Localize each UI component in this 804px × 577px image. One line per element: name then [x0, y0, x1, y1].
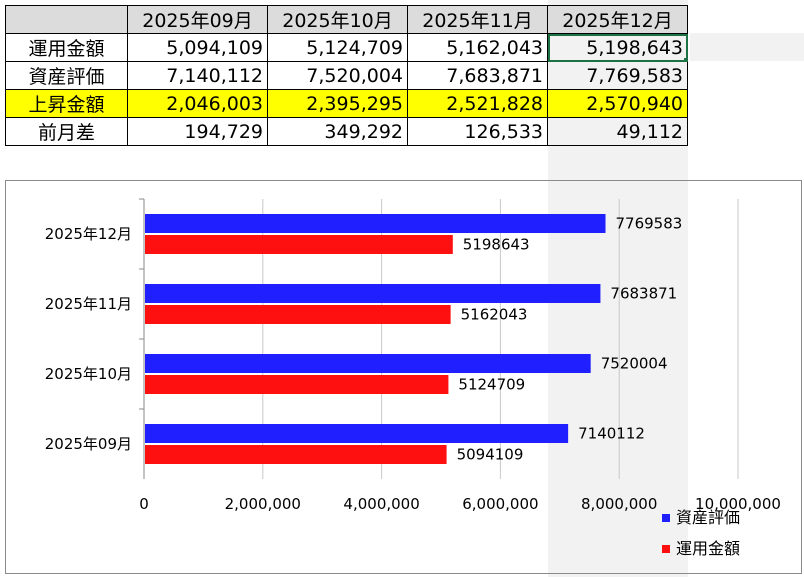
column-header[interactable]: 2025年10月 [267, 5, 408, 34]
data-label: 5198643 [463, 236, 530, 254]
x-tick-label: 6,000,000 [462, 495, 538, 513]
data-label: 7140112 [578, 425, 645, 443]
legend-label: 資産評価 [676, 508, 740, 527]
bar-invested-amount [145, 375, 449, 394]
table-row: 資産評価 7,140,112 7,520,004 7,683,871 7,769… [5, 61, 688, 90]
active-cell[interactable]: 5,198,643 [547, 33, 688, 62]
bar-chart[interactable]: 0 2,000,000 4,000,000 6,000,000 8,000,000 10,… [5, 180, 802, 574]
table-cell[interactable]: 126,533 [407, 117, 548, 146]
table-cell[interactable]: 194,729 [127, 117, 268, 146]
legend-label: 運用金額 [676, 539, 740, 558]
table-cell[interactable]: 7,520,004 [267, 61, 408, 90]
row-label[interactable]: 運用金額 [5, 33, 128, 62]
corner-cell[interactable] [5, 5, 128, 34]
legend-swatch [662, 514, 670, 522]
bar-invested-amount [145, 235, 453, 254]
bar-invested-amount [145, 445, 447, 464]
header-row: 2025年09月 2025年10月 2025年11月 2025年12月 [5, 5, 688, 34]
chart-canvas: 0 2,000,000 4,000,000 6,000,000 8,000,000 10,… [45, 198, 781, 558]
data-label: 7683871 [610, 285, 677, 303]
column-header[interactable]: 2025年12月 [547, 5, 688, 34]
data-label: 5094109 [457, 446, 524, 464]
category-label: 2025年12月 [45, 225, 132, 243]
table-cell[interactable]: 7,769,583 [547, 61, 688, 90]
row-label[interactable]: 前月差 [5, 117, 128, 146]
legend-swatch [662, 545, 670, 553]
x-tick-label: 10,000,000 [695, 495, 781, 513]
table-cell[interactable]: 7,140,112 [127, 61, 268, 90]
table-cell[interactable]: 2,521,828 [407, 89, 548, 118]
table-cell[interactable]: 2,046,003 [127, 89, 268, 118]
x-tick-label: 0 [139, 495, 149, 513]
bar-asset-value [145, 284, 601, 303]
category-label: 2025年09月 [45, 435, 132, 453]
data-label: 5162043 [461, 306, 528, 324]
category-label: 2025年11月 [45, 295, 132, 313]
table-row: 前月差 194,729 349,292 126,533 49,112 [5, 117, 688, 146]
data-sheet: 2025年09月 2025年10月 2025年11月 2025年12月 運用金額… [5, 5, 688, 146]
column-header[interactable]: 2025年11月 [407, 5, 548, 34]
x-tick-label: 4,000,000 [343, 495, 419, 513]
table-cell[interactable]: 7,683,871 [407, 61, 548, 90]
table-cell[interactable]: 2,570,940 [547, 89, 688, 118]
table-cell[interactable]: 349,292 [267, 117, 408, 146]
selected-row-shade [690, 33, 804, 61]
x-tick-label: 2,000,000 [225, 495, 301, 513]
data-label: 7520004 [601, 355, 668, 373]
table-cell[interactable]: 5,124,709 [267, 33, 408, 62]
table-cell[interactable]: 5,094,109 [127, 33, 268, 62]
data-label: 7769583 [616, 215, 683, 233]
bar-asset-value [145, 214, 606, 233]
row-label[interactable]: 上昇金額 [5, 89, 128, 118]
column-header[interactable]: 2025年09月 [127, 5, 268, 34]
data-label: 5124709 [458, 376, 525, 394]
table-row-highlighted: 上昇金額 2,046,003 2,395,295 2,521,828 2,570… [5, 89, 688, 118]
bar-invested-amount [145, 305, 451, 324]
bar-asset-value [145, 354, 591, 373]
table-cell[interactable]: 49,112 [547, 117, 688, 146]
table-cell[interactable]: 2,395,295 [267, 89, 408, 118]
row-label[interactable]: 資産評価 [5, 61, 128, 90]
category-label: 2025年10月 [45, 365, 132, 383]
table-cell[interactable]: 5,162,043 [407, 33, 548, 62]
x-tick-label: 8,000,000 [581, 495, 657, 513]
table-row: 運用金額 5,094,109 5,124,709 5,162,043 5,198… [5, 33, 688, 62]
bar-asset-value [145, 424, 569, 443]
